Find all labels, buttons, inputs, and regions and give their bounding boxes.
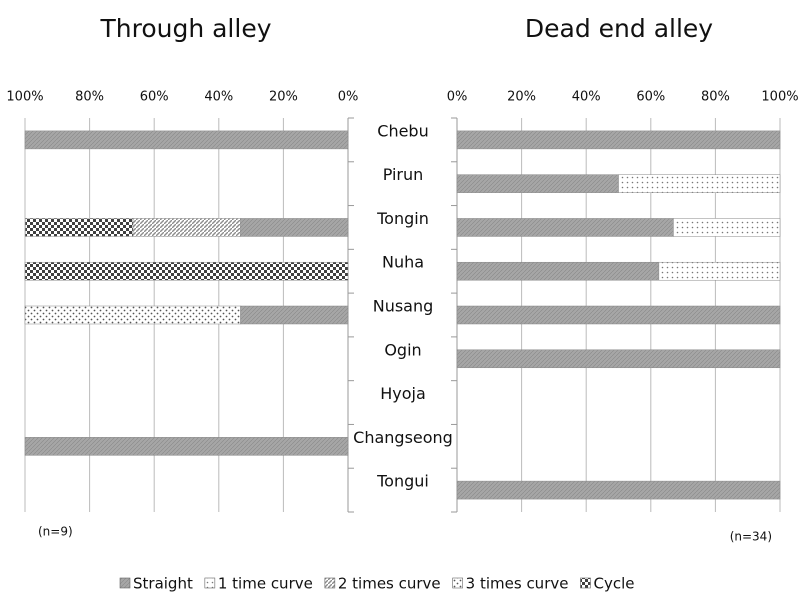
legend-swatch: [452, 577, 463, 589]
x-tick-label: 20%: [269, 90, 298, 105]
x-tick-label: 60%: [636, 90, 665, 105]
x-tick-label: 100%: [6, 90, 43, 105]
category-label: Pirun: [383, 165, 424, 184]
bar: [240, 305, 349, 325]
x-tick-label: 60%: [140, 90, 169, 105]
category-label: Nusang: [373, 297, 434, 316]
note: (n=34): [730, 530, 772, 544]
bar: [456, 218, 674, 237]
bar: [618, 174, 781, 193]
bar: [673, 218, 781, 237]
legend-label: Straight: [133, 575, 193, 593]
x-tick-label: 20%: [507, 90, 536, 105]
bar: [132, 218, 241, 237]
x-tick-label: 40%: [572, 90, 601, 105]
x-tick-label: 40%: [204, 90, 233, 105]
category-label: Chebu: [377, 121, 428, 140]
chart-title: Dead end alley: [525, 14, 713, 43]
note: (n=9): [38, 525, 73, 539]
category-label: Nuha: [382, 253, 424, 272]
bar: [240, 218, 349, 237]
category-label: Hyoja: [380, 384, 426, 403]
legend-label: Cycle: [593, 575, 634, 593]
category-label: Ogin: [384, 340, 421, 359]
chart-title: Through alley: [99, 14, 271, 43]
category-label: Changseong: [353, 428, 453, 447]
bar: [24, 305, 241, 325]
x-tick-label: 100%: [761, 90, 798, 105]
x-tick-label: 80%: [75, 90, 104, 105]
bar: [24, 130, 349, 150]
legend-swatch: [204, 577, 216, 589]
legend-label: 2 times curve: [338, 575, 441, 593]
bar: [456, 480, 781, 500]
bar: [456, 261, 660, 281]
legend-swatch: [119, 577, 131, 589]
legend-label: 1 time curve: [218, 575, 313, 593]
legend-swatch: [324, 577, 336, 589]
bar: [658, 261, 781, 281]
legend-swatch: [580, 577, 591, 589]
bar: [456, 305, 781, 325]
x-tick-label: 80%: [701, 90, 730, 105]
category-label: Tongui: [376, 472, 429, 491]
x-tick-label: 0%: [447, 90, 468, 105]
bar: [24, 437, 349, 456]
bar: [456, 174, 619, 193]
bar: [456, 130, 781, 150]
bar: [25, 218, 134, 237]
legend-label: 3 times curve: [466, 575, 569, 593]
category-label: Tongin: [376, 209, 429, 228]
bar: [456, 349, 781, 369]
bar: [24, 261, 349, 281]
x-tick-label: 0%: [338, 90, 359, 105]
